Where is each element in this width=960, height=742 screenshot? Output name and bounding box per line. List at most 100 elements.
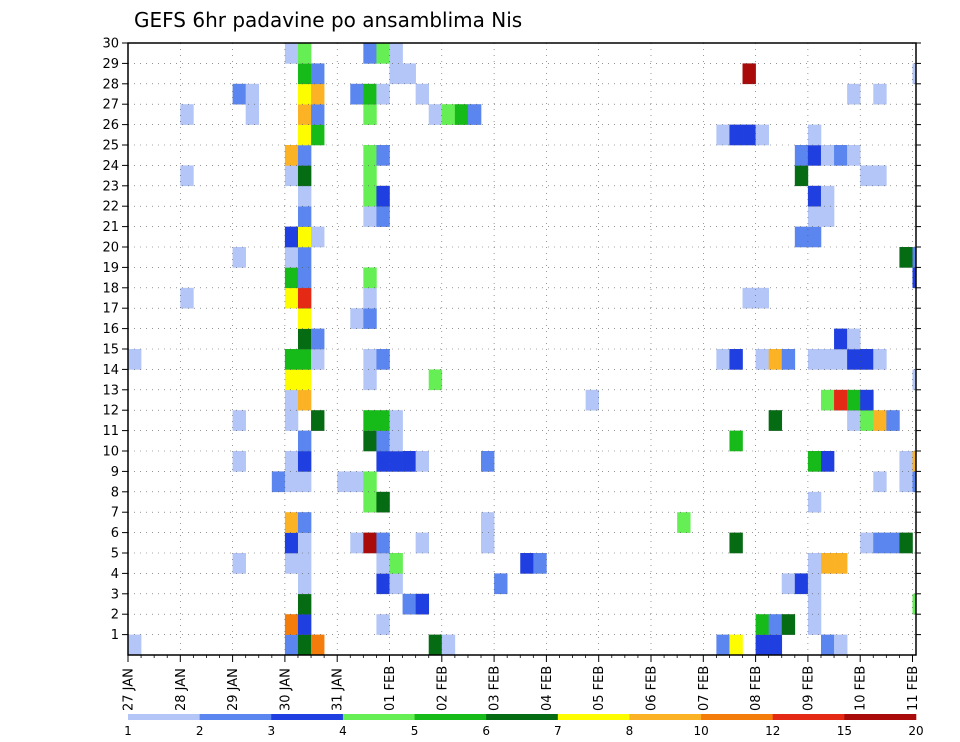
heatmap-cell	[297, 369, 312, 391]
colorbar-swatch	[844, 714, 917, 720]
heatmap-cell	[834, 389, 848, 411]
heatmap-cell	[363, 308, 377, 329]
x-tick-label: 28 JAN	[174, 668, 189, 711]
colorbar-label: 15	[837, 724, 852, 738]
colorbar-label: 4	[339, 724, 347, 738]
heatmap-cell	[337, 471, 351, 493]
x-tick-label: 04 FEB	[540, 666, 555, 711]
heatmap-cell	[128, 349, 142, 370]
heatmap-cell	[729, 430, 743, 452]
heatmap-cell	[402, 451, 416, 472]
heatmap-cell	[297, 532, 312, 554]
colorbar-swatch	[271, 714, 344, 720]
heatmap-cell	[232, 553, 246, 574]
heatmap-cell	[481, 451, 495, 472]
heatmap-cell	[297, 614, 312, 635]
heatmap-cell	[768, 614, 783, 635]
y-tick-label: 6	[111, 526, 119, 541]
y-tick-label: 5	[111, 547, 119, 562]
heatmap-cell	[180, 287, 194, 309]
colorbar-swatch	[128, 714, 200, 720]
heatmap-cell	[284, 165, 299, 187]
heatmap-cell	[363, 430, 377, 452]
x-tick-label: 11 FEB	[906, 666, 921, 711]
heatmap-cell	[284, 614, 299, 635]
x-tick-label: 10 FEB	[854, 666, 869, 711]
heatmap-cell	[860, 349, 874, 370]
colorbar-label: 6	[482, 724, 490, 738]
heatmap-cell	[677, 512, 691, 533]
heatmap-cell	[350, 471, 364, 493]
heatmap-cell	[755, 124, 769, 146]
heatmap-cell	[716, 349, 730, 370]
heatmap-cell	[402, 593, 416, 615]
heatmap-cell	[912, 593, 917, 615]
colorbar-swatch	[199, 714, 272, 720]
grid-layer	[128, 42, 916, 655]
heatmap-cell	[311, 410, 325, 431]
heatmap-cell	[899, 471, 913, 493]
heatmap-cell	[284, 43, 299, 64]
heatmap-cell	[860, 410, 874, 431]
x-tick-label: 27 JAN	[122, 668, 137, 711]
heatmap-cell	[912, 451, 917, 472]
heatmap-cell	[768, 349, 783, 370]
heatmap-cell	[781, 349, 796, 370]
y-tick-label: 28	[102, 77, 119, 92]
heatmap-cell	[729, 532, 743, 554]
heatmap-cell	[415, 451, 430, 472]
heatmap-cell	[807, 593, 822, 615]
heatmap-cell	[807, 491, 822, 513]
heatmap-cell	[716, 124, 730, 146]
y-tick-label: 14	[102, 363, 119, 378]
heatmap-cell	[245, 104, 260, 125]
heatmap-cell	[271, 471, 286, 493]
heatmap-cell	[768, 410, 783, 431]
heatmap-cell	[755, 614, 769, 635]
heatmap-cell	[847, 349, 861, 370]
heatmap-cell	[297, 165, 312, 187]
heatmap-cell	[284, 247, 299, 268]
heatmap-cell	[128, 634, 142, 656]
heatmap-cell	[481, 532, 495, 554]
heatmap-cell	[297, 83, 312, 105]
heatmap-cell	[873, 410, 887, 431]
heatmap-cell	[297, 573, 312, 595]
heatmap-cell	[899, 532, 913, 554]
heatmap-cell	[284, 512, 299, 533]
heatmap-cell	[376, 185, 390, 207]
heatmap-cell	[847, 145, 861, 166]
heatmap-cell	[284, 532, 299, 554]
x-tick-label: 03 FEB	[488, 666, 503, 711]
colorbar-label: 12	[765, 724, 780, 738]
y-tick-label: 26	[102, 118, 119, 133]
heatmap-cell	[520, 553, 534, 574]
heatmap-cell	[363, 83, 377, 105]
heatmap-cell	[376, 83, 390, 105]
heatmap-cell	[441, 634, 456, 656]
colorbar-label: 10	[693, 724, 708, 738]
heatmap-cell	[807, 124, 822, 146]
heatmap-cell	[873, 165, 887, 187]
heatmap-cell	[402, 63, 416, 85]
heatmap-cell	[389, 63, 403, 85]
heatmap-cell	[912, 267, 917, 289]
heatmap-cell	[454, 104, 469, 125]
y-tick-label: 8	[111, 485, 119, 500]
heatmap-cell	[297, 267, 312, 289]
heatmap-cell	[886, 532, 900, 554]
heatmap-cell	[899, 451, 913, 472]
heatmap-cell	[807, 349, 822, 370]
y-tick-label: 7	[111, 506, 119, 521]
heatmap-cell	[755, 349, 769, 370]
colorbar-swatch	[772, 714, 845, 720]
heatmap-cell	[820, 185, 835, 207]
y-tick-label: 22	[102, 200, 119, 215]
heatmap-cell	[742, 63, 756, 85]
heatmap-cell	[297, 185, 312, 207]
heatmap-cell	[847, 410, 861, 431]
heatmap-cell	[376, 451, 390, 472]
y-tick-label: 24	[102, 159, 119, 174]
y-tick-label: 18	[102, 281, 119, 296]
x-tick-label: 05 FEB	[592, 666, 607, 711]
